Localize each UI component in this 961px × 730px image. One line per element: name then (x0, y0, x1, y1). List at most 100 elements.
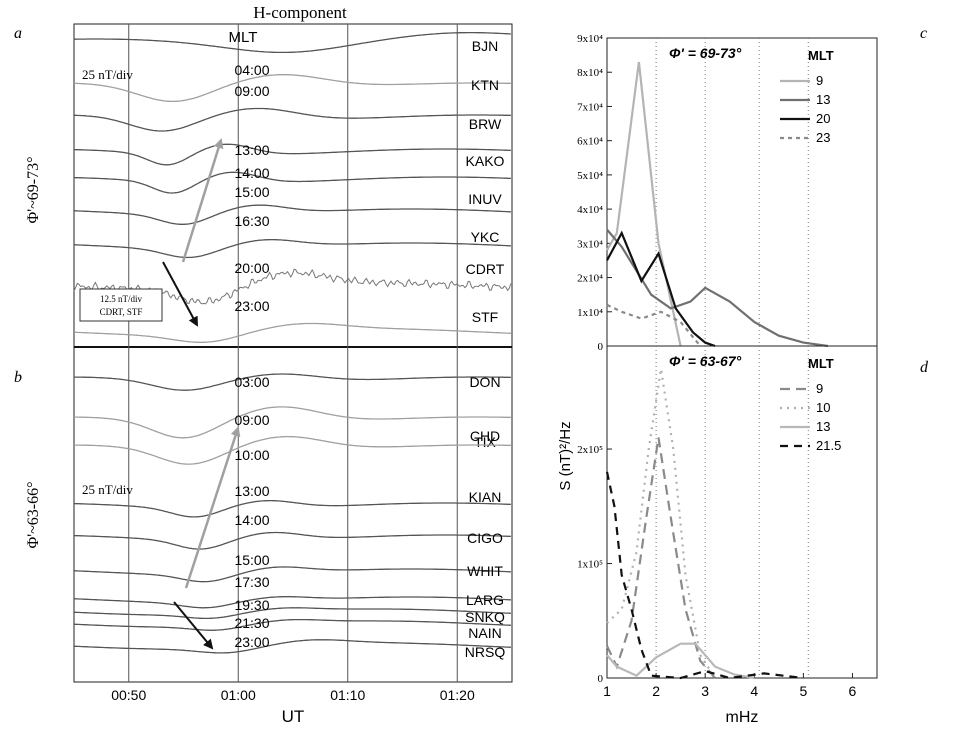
plot-frame-d (606, 345, 878, 679)
spectrum-panel-c: 0 1x10⁴ 2x10⁴ 3x10⁴ 4x10⁴ 5x10⁴ 6x10⁴ 7x10⁴ 8x10… (577, 33, 878, 353)
trace-b-don (74, 373, 511, 391)
series-c-9 (606, 61, 682, 347)
mlt-label-b-09-00: 09:00 (234, 412, 269, 428)
trace-b-tix (74, 406, 511, 439)
trace-b-chd (73, 435, 511, 465)
panel-label-a: a (14, 25, 22, 42)
station-label-don: DON (469, 374, 500, 390)
spectra-panels: c d S (nT)²/Hz 0 1x10⁴ 2x10⁴ 3x10⁴ 4x10⁴ 5x10… (557, 25, 929, 726)
mlt-label-b-13-00: 13:00 (234, 483, 269, 499)
mlt-label-a-09-00: 09:00 (234, 83, 269, 99)
legend-label-d-9: 9 (816, 381, 823, 396)
station-label-kako: KAKO (466, 153, 505, 169)
ut-gridlines (128, 24, 458, 682)
mlt-label-a-13-00: 13:00 (234, 142, 269, 158)
trace-a-bjn (74, 31, 511, 54)
mlt-label-b-19-30: 19:30 (234, 597, 269, 613)
station-label-chd: CHD (470, 428, 500, 444)
ut-tick-00-50: 00:50 (111, 687, 146, 703)
legend-title-d: MLT (808, 356, 834, 371)
mlt-label-b-21-30: 21:30 (234, 615, 269, 631)
westward-arrow-b (184, 426, 241, 589)
mlt-label-b-15-00: 15:00 (234, 552, 269, 568)
station-label-kian: KIAN (469, 489, 502, 505)
legend-label-c-9: 9 (816, 73, 823, 88)
station-label-snkq: SNKQ (465, 609, 505, 625)
ytick-label-c-60000: 6x10⁴ (577, 136, 603, 148)
ut-tick-01-00: 01:00 (221, 687, 256, 703)
station-label-nain: NAIN (468, 625, 501, 641)
ylabel-spectrum: S (nT)²/Hz (557, 421, 574, 490)
trace-a-inuv (73, 171, 511, 194)
trace-b-kian (73, 499, 511, 518)
xtick-label-d-4: 4 (750, 683, 758, 699)
ytick-label-c-40000: 4x10⁴ (577, 204, 603, 216)
inset-scale-line-2: CDRT, STF (100, 307, 143, 317)
ytick-label-c-10000: 1x10⁴ (577, 307, 603, 319)
panel-label-b: b (14, 369, 22, 386)
trace-a-ktn (73, 74, 511, 103)
inset-scale-line-1: 12.5 nT/div (100, 294, 142, 304)
station-label-larg: LARG (466, 592, 504, 608)
ytick-label-c-30000: 3x10⁴ (577, 238, 603, 250)
magnetogram-panels: H-component a b BJN KTN 04:00 BRW 09:00 KAKO 1… (14, 3, 513, 726)
station-label-ktn: KTN (471, 77, 499, 93)
legend-label-d-21-5: 21.5 (816, 438, 841, 453)
trace-b-nain (73, 618, 511, 631)
station-label-nrsq: NRSQ (465, 644, 506, 660)
trace-b-whit (74, 566, 511, 583)
plot-title-c: Φ' = 69-73° (669, 45, 742, 61)
ytick-label-d-100000: 1x10⁵ (577, 559, 603, 571)
trace-a-mlt-23-00 (73, 322, 511, 343)
station-label-ykc: YKC (471, 229, 500, 245)
trace-a-cdrt (74, 238, 511, 259)
station-label-brw: BRW (469, 116, 502, 132)
traces-panel-b: DON 03:00 TIX 09:00 CHD 10:00 KIAN 13:00 CIGO 14:… (73, 373, 511, 660)
xlabel-ut: UT (282, 707, 305, 726)
series-c-13 (606, 228, 829, 348)
ytick-label-c-20000: 2x10⁴ (577, 273, 603, 285)
trace-b-snkq (73, 607, 511, 620)
westward-arrow-a (181, 138, 224, 263)
station-label-cigo: CIGO (467, 530, 503, 546)
station-label-whit: WHIT (467, 563, 503, 579)
legend-label-d-10: 10 (816, 400, 830, 415)
station-label-cdrt: CDRT (466, 261, 505, 277)
ytick-label-d-200000: 2x10⁵ (577, 444, 603, 456)
figure-title: H-component (253, 3, 347, 22)
ut-tick-01-20: 01:20 (440, 687, 475, 703)
legend-label-c-20: 20 (816, 111, 830, 126)
station-label-stf: STF (472, 309, 498, 325)
scale-label-b: 25 nT/div (82, 482, 133, 497)
magnetogram-frame (73, 23, 513, 683)
inset-scale-box (79, 288, 163, 322)
plot-frame-c (606, 37, 878, 347)
panel-label-c: c (920, 25, 927, 42)
eastward-arrow-b (173, 601, 214, 650)
mlt-header: MLT (229, 29, 258, 46)
mlt-label-a-15-00: 15:00 (234, 184, 269, 200)
mlt-label-a-14-00: 14:00 (234, 165, 269, 181)
ytick-label-c-90000: 9x10⁴ (577, 33, 603, 45)
ylabel-panel-a: Φ'~69-73° (25, 157, 42, 224)
mlt-label-a-04-00: 04:00 (234, 62, 269, 78)
station-label-bjn: BJN (472, 38, 498, 54)
series-c-20 (606, 230, 716, 348)
xtick-label-d-6: 6 (849, 683, 857, 699)
xtick-label-d-5: 5 (799, 683, 807, 699)
series-c-23 (606, 303, 702, 347)
mlt-label-b-14-00: 14:00 (234, 512, 269, 528)
series-d-13 (606, 642, 755, 680)
panel-label-d: d (920, 359, 929, 376)
spectrum-panel-d: 0 1x10⁵ 2x10⁵ 1 2 3 4 5 6 Φ' = 63-67° MLT 9 10 13 21.5 (577, 345, 878, 699)
mlt-label-b-23-00: 23:00 (234, 634, 269, 650)
mlt-label-b-03-00: 03:00 (234, 374, 269, 390)
mlt-label-a-16-30: 16:30 (234, 213, 269, 229)
trace-a-ykc (74, 204, 511, 225)
xlabel-mhz: mHz (726, 709, 759, 726)
trace-a-brw (74, 107, 511, 132)
traces-panel-a: BJN KTN 04:00 BRW 09:00 KAKO 13:00 INUV 14:00 YKC… (73, 31, 512, 343)
series-d-21-5 (605, 471, 804, 680)
ut-tick-01-10: 01:10 (330, 687, 365, 703)
